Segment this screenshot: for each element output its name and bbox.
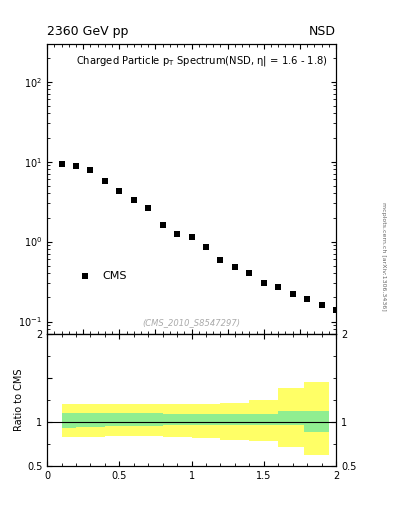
Y-axis label: Ratio to CMS: Ratio to CMS [14, 369, 24, 431]
Text: mcplots.cern.ch [arXiv:1306.3436]: mcplots.cern.ch [arXiv:1306.3436] [381, 202, 386, 310]
Text: 2360 GeV pp: 2360 GeV pp [47, 26, 129, 38]
Text: (CMS_2010_S8547297): (CMS_2010_S8547297) [143, 317, 241, 327]
Text: Charged Particle $\mathsf{p_T}$ Spectrum(NSD, $\mathsf{\eta|}$ = 1.6 - 1.8): Charged Particle $\mathsf{p_T}$ Spectrum… [76, 54, 328, 68]
Text: NSD: NSD [309, 26, 336, 38]
Text: CMS: CMS [102, 271, 127, 281]
